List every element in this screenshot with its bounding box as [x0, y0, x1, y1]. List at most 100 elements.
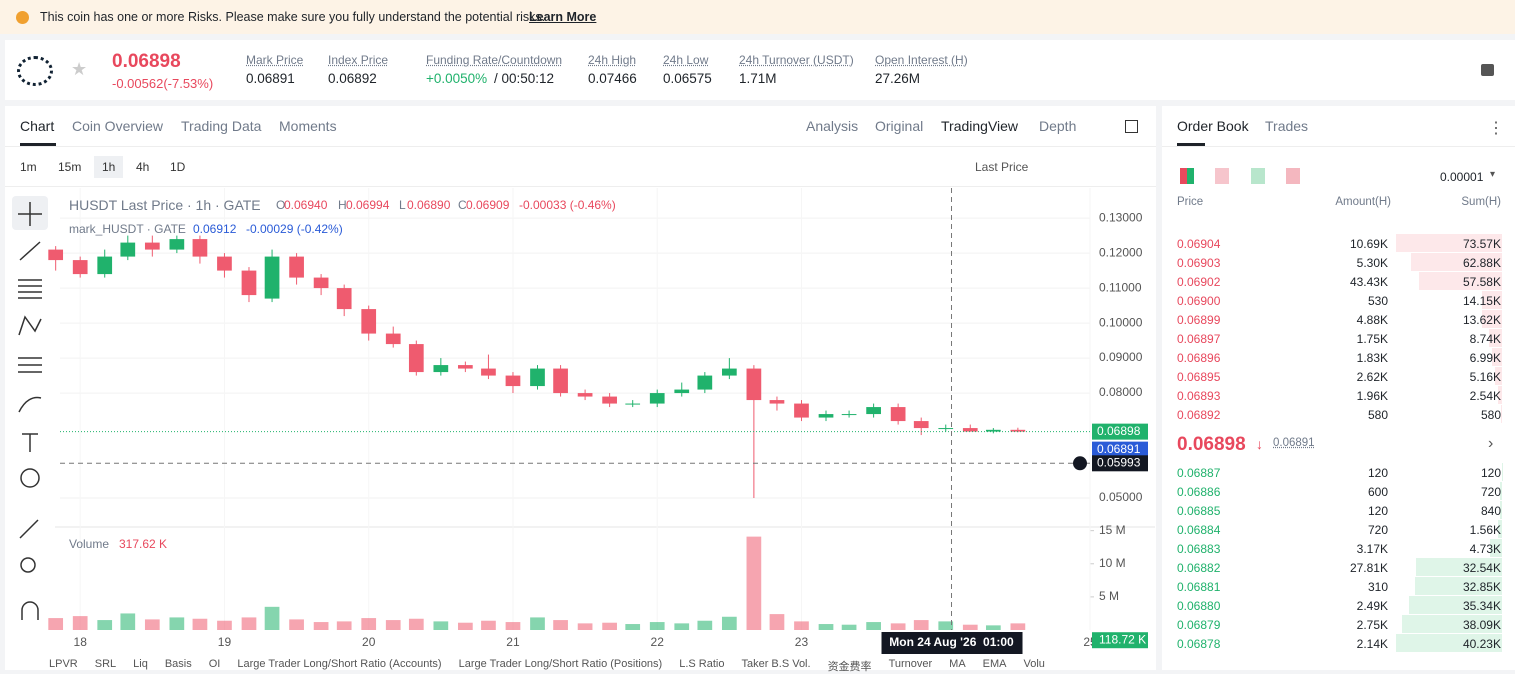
indicator[interactable]: MA [949, 658, 966, 670]
volume-bar [938, 621, 953, 630]
book-price[interactable]: 0.06893 [1177, 389, 1220, 403]
indicator[interactable]: SRL [95, 658, 116, 670]
book-amount: 600 [1368, 485, 1388, 499]
indicator[interactable]: Basis [165, 658, 192, 670]
book-price[interactable]: 0.06895 [1177, 370, 1220, 384]
add-alert[interactable] [1073, 456, 1087, 470]
book-price[interactable]: 0.06904 [1177, 237, 1220, 251]
x-tick-label: 19 [218, 635, 232, 649]
indicator[interactable]: Volu [1024, 658, 1045, 670]
chart-tab[interactable]: Trading Data [181, 118, 261, 134]
ohlc-key: L [399, 198, 406, 212]
book-price[interactable]: 0.06882 [1177, 561, 1220, 575]
dropdown-arrow[interactable]: ▾ [1490, 169, 1495, 180]
volume-bar [866, 622, 881, 630]
book-price[interactable]: 0.06881 [1177, 580, 1220, 594]
view-tab[interactable]: Depth [1039, 118, 1076, 134]
interval[interactable]: 4h [136, 160, 149, 174]
indicator[interactable]: Large Trader Long/Short Ratio (Accounts) [237, 658, 441, 670]
candle-body [891, 407, 906, 421]
y-tick-label: 0.13000 [1099, 210, 1143, 224]
book-price[interactable]: 0.06883 [1177, 542, 1220, 556]
book-price[interactable]: 0.06878 [1177, 637, 1220, 651]
last-volume-label: 118.72 K [1099, 632, 1146, 646]
candle-body [697, 376, 712, 390]
book-price[interactable]: 0.06879 [1177, 618, 1220, 632]
book-price[interactable]: 0.06886 [1177, 485, 1220, 499]
price-type[interactable]: Last Price [975, 160, 1028, 174]
volume-value: 317.62 K [119, 537, 167, 551]
indicator[interactable]: 资金费率 [828, 658, 872, 674]
book-tab[interactable]: Trades [1265, 118, 1308, 134]
book-sum: 580 [1481, 408, 1501, 422]
indicator[interactable]: Turnover [889, 658, 933, 670]
volume-bar [314, 622, 329, 630]
view-tab[interactable]: TradingView [941, 118, 1018, 134]
book-amount: 310 [1368, 580, 1388, 594]
book-amount: 1.75K [1357, 332, 1388, 346]
book-sum: 4.73K [1470, 542, 1501, 556]
ohlc-change: -0.00033 (-0.46%) [519, 198, 616, 212]
indicator[interactable]: OI [209, 658, 221, 670]
more-icon[interactable]: ⋮ [1488, 118, 1504, 138]
book-amount: 3.17K [1357, 542, 1388, 556]
candle-body [674, 390, 689, 393]
candle-body [169, 239, 184, 249]
interval[interactable]: 15m [58, 160, 81, 174]
mark-change: -0.00029 (-0.42%) [246, 222, 343, 236]
volume-bar [481, 621, 496, 630]
book-price[interactable]: 0.06903 [1177, 256, 1220, 270]
indicator[interactable]: Liq [133, 658, 148, 670]
expand-arrow[interactable]: › [1488, 435, 1493, 453]
tick-size[interactable]: 0.00001 [1440, 170, 1483, 184]
interval[interactable]: 1D [170, 160, 185, 174]
book-price[interactable]: 0.06896 [1177, 351, 1220, 365]
book-amount: 530 [1368, 294, 1388, 308]
book-header: Price [1177, 196, 1203, 208]
book-amount: 10.69K [1350, 237, 1388, 251]
book-price[interactable]: 0.06885 [1177, 504, 1220, 518]
chart-tab[interactable]: Moments [279, 118, 337, 134]
book-price[interactable]: 0.06902 [1177, 275, 1220, 289]
book-sum: 840 [1481, 504, 1501, 518]
book-tab[interactable]: Order Book [1177, 118, 1249, 134]
candle-body [506, 376, 521, 386]
book-mark-price: 0.06891 [1273, 437, 1315, 449]
book-price[interactable]: 0.06884 [1177, 523, 1220, 537]
book-mode-both[interactable] [1180, 168, 1194, 184]
candle-body [530, 369, 545, 386]
book-mode-asks[interactable] [1286, 168, 1300, 184]
volume-tick-label: 10 M [1099, 556, 1126, 570]
interval[interactable]: 1m [20, 160, 37, 174]
book-price[interactable]: 0.06899 [1177, 313, 1220, 327]
volume-bar [506, 622, 521, 630]
book-price[interactable]: 0.06892 [1177, 408, 1220, 422]
candle-body [97, 257, 112, 274]
volume-bar [914, 620, 929, 630]
indicator[interactable]: Large Trader Long/Short Ratio (Positions… [459, 658, 663, 670]
view-tab[interactable]: Original [875, 118, 923, 134]
indicator[interactable]: LPVR [49, 658, 78, 670]
candle-body [242, 271, 257, 295]
chart-tab[interactable]: Coin Overview [72, 118, 163, 134]
book-mode-mixed[interactable] [1215, 168, 1229, 184]
book-price[interactable]: 0.06887 [1177, 466, 1220, 480]
indicator[interactable]: EMA [983, 658, 1007, 670]
volume-bar [120, 613, 135, 630]
indicator[interactable]: Taker B.S Vol. [741, 658, 810, 670]
book-price[interactable]: 0.06897 [1177, 332, 1220, 346]
book-price[interactable]: 0.06900 [1177, 294, 1220, 308]
book-mode-bids[interactable] [1251, 168, 1265, 184]
menu-icon[interactable] [1481, 64, 1494, 76]
indicator[interactable]: L.S Ratio [679, 658, 724, 670]
interval[interactable]: 1h [94, 156, 123, 178]
view-tab[interactable]: Analysis [806, 118, 858, 134]
book-sum: 1.56K [1470, 523, 1501, 537]
book-header: Amount(H) [1335, 196, 1391, 208]
volume-bar [602, 623, 617, 630]
x-tick-label: 21 [506, 635, 520, 649]
volume-bar [361, 618, 376, 630]
book-price[interactable]: 0.06880 [1177, 599, 1220, 613]
chart-tab[interactable]: Chart [20, 118, 54, 134]
candle-body [361, 309, 376, 333]
